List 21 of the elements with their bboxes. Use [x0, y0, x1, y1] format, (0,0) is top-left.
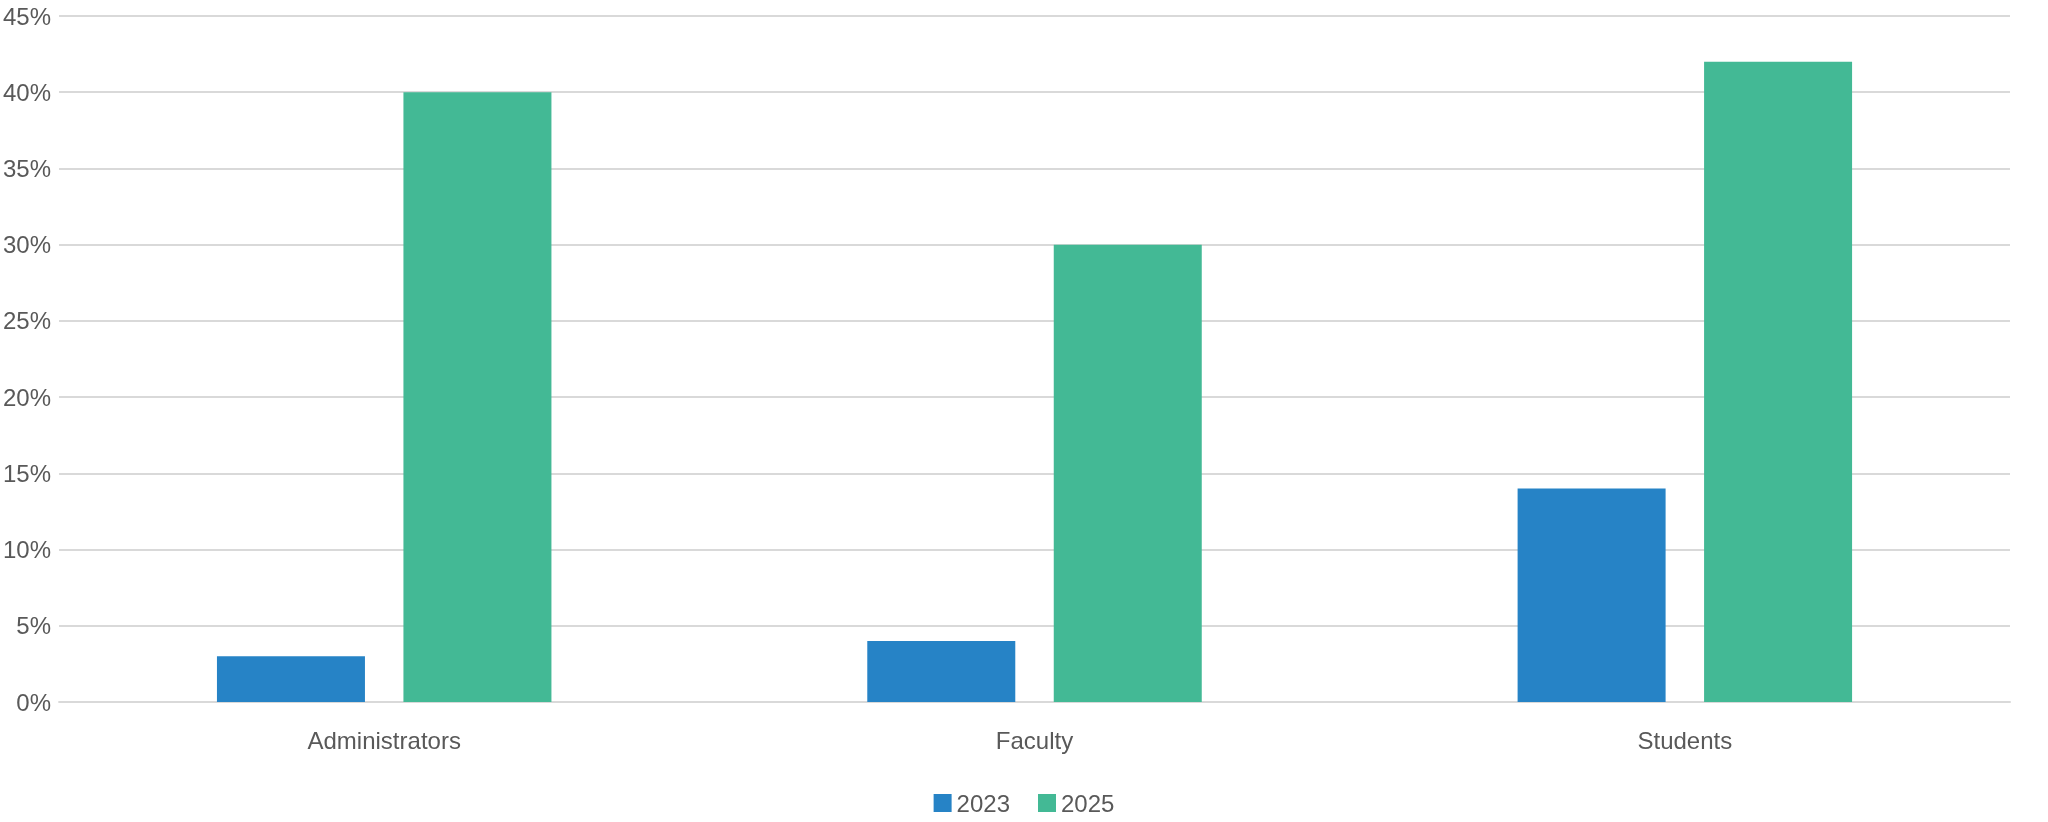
y-tick-label: 35% — [2, 154, 52, 182]
x-tick-label: Students — [1637, 726, 1733, 754]
y-tick-label: 30% — [2, 231, 52, 259]
bar — [403, 92, 552, 702]
y-tick-label: 45% — [2, 2, 52, 30]
x-tick-label: Faculty — [995, 726, 1074, 754]
y-tick-label: 25% — [2, 307, 52, 335]
y-tick-label: 15% — [2, 459, 52, 487]
bar — [1053, 244, 1202, 702]
bar — [216, 656, 365, 702]
y-tick-label: 20% — [2, 383, 52, 411]
bar — [1517, 488, 1666, 702]
y-tick-label: 5% — [16, 612, 52, 640]
x-tick-label: Administrators — [307, 726, 461, 754]
legend-label: 2025 — [1061, 789, 1115, 817]
bar — [1704, 61, 1853, 702]
bar — [867, 641, 1016, 702]
y-tick-label: 10% — [2, 536, 52, 564]
y-tick-label: 40% — [2, 78, 52, 106]
y-tick-label: 0% — [16, 688, 52, 716]
legend-label: 2023 — [956, 789, 1010, 817]
